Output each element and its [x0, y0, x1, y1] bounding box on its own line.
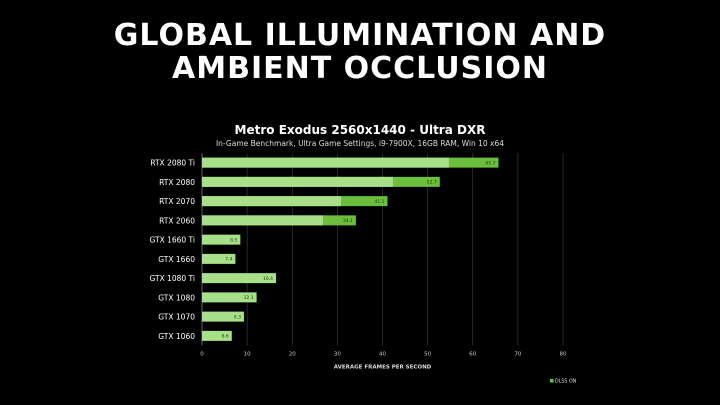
data-label: 52.7: [427, 180, 437, 186]
data-label: 65.7: [485, 160, 495, 166]
legend-label: DLSS ON: [555, 379, 577, 385]
bar: [202, 157, 449, 168]
headline-line-1: GLOBAL ILLUMINATION AND: [113, 18, 607, 53]
x-tick-label: 80: [560, 352, 567, 358]
data-label: 16.4: [263, 276, 273, 282]
x-axis-label: AVERAGE FRAMES PER SECOND: [334, 365, 432, 371]
data-label: 7.4: [225, 257, 232, 263]
legend-swatch: [550, 379, 554, 383]
bar: [202, 253, 236, 264]
y-tick-label: GTX 1660 Ti: [149, 236, 195, 245]
bar: [202, 273, 277, 284]
bar: [202, 330, 232, 341]
x-tick-label: 10: [244, 352, 251, 358]
y-tick-label: RTX 2070: [159, 197, 195, 206]
data-label: 6.6: [222, 334, 229, 340]
bar: [202, 196, 341, 207]
y-tick-label: GTX 1070: [158, 313, 195, 322]
y-tick-label: GTX 1080 Ti: [149, 274, 195, 283]
data-label: 34.1: [343, 218, 353, 224]
bar: [202, 292, 257, 303]
bar: [202, 311, 244, 322]
data-label: 41.1: [374, 199, 384, 205]
x-tick-label: 70: [514, 352, 521, 358]
bar: [202, 176, 393, 187]
x-tick-label: 50: [424, 352, 431, 358]
y-tick-label: GTX 1060: [158, 332, 195, 341]
headline-line-2: AMBIENT OCCLUSION: [172, 51, 548, 86]
x-tick-label: 30: [334, 352, 341, 358]
chart-subtitle: In-Game Benchmark, Ultra Game Settings, …: [215, 139, 505, 148]
x-tick-label: 40: [379, 352, 386, 358]
y-tick-label: RTX 2060: [159, 216, 195, 225]
y-tick-label: GTX 1080: [158, 293, 195, 302]
y-tick-label: RTX 2080: [159, 178, 195, 187]
x-tick-label: 20: [289, 352, 296, 358]
x-tick-label: 60: [469, 352, 476, 358]
data-label: 9.3: [234, 314, 241, 320]
bar: [202, 234, 241, 245]
data-label: 12.1: [244, 295, 254, 301]
data-label: 8.5: [230, 237, 237, 243]
x-tick-label: 0: [200, 352, 204, 358]
chart-title: Metro Exodus 2560x1440 - Ultra DXR: [234, 123, 486, 137]
y-tick-label: RTX 2080 Ti: [150, 159, 195, 168]
bar: [202, 215, 323, 226]
y-tick-label: GTX 1660: [158, 255, 195, 264]
